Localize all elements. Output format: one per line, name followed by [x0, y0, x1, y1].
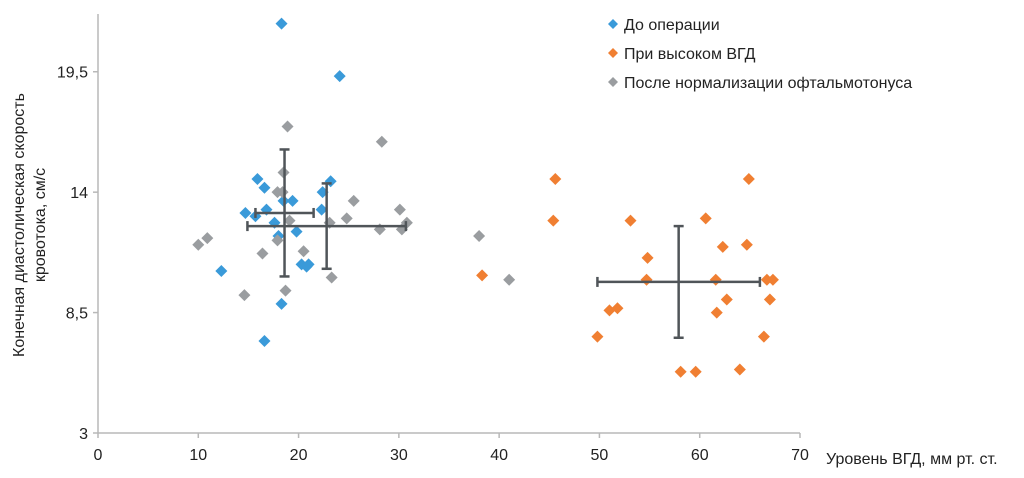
data-point [279, 284, 292, 297]
data-point [640, 273, 653, 286]
data-point [256, 247, 269, 260]
data-point [709, 273, 722, 286]
data-point [275, 297, 288, 310]
data-point [742, 173, 755, 186]
data-point [275, 17, 288, 30]
data-point [760, 273, 773, 286]
data-point [192, 238, 205, 251]
y-tick-label: 14 [70, 185, 88, 202]
error-bar-series-0 [254, 148, 315, 278]
data-point [297, 245, 310, 258]
data-point [591, 330, 604, 343]
x-tick-label: 0 [94, 447, 103, 464]
y-axis-label: Конечная диастолическая скорость кровото… [11, 93, 49, 357]
data-point [611, 302, 624, 315]
data-point [763, 293, 776, 306]
data-point [281, 120, 294, 133]
data-point [766, 273, 779, 286]
data-point [641, 251, 654, 264]
legend-item-2: После нормализации офтальмотонуса [608, 75, 912, 92]
error-bars [246, 148, 762, 340]
data-point [239, 206, 252, 219]
data-point [315, 203, 328, 216]
data-point [251, 173, 264, 186]
data-point [549, 173, 562, 186]
error-bar-series-1 [596, 224, 762, 340]
legend-item-0: До операции [608, 17, 720, 34]
error-bar-series-2 [246, 182, 408, 271]
data-point [476, 269, 489, 282]
x-tick-label: 20 [290, 447, 308, 464]
data-point [286, 194, 299, 207]
data-point [689, 365, 702, 378]
y-tick-label: 8,5 [66, 306, 88, 323]
data-point [271, 234, 284, 247]
legend-marker-icon [608, 48, 618, 58]
data-point [283, 214, 296, 227]
data-point [201, 232, 214, 245]
x-axis-label: Уровень ВГД, мм рт. ст. [826, 451, 998, 468]
data-point [624, 214, 637, 227]
data-point [340, 212, 353, 225]
data-marks [192, 17, 779, 378]
data-point [720, 293, 733, 306]
data-point [347, 194, 360, 207]
data-point [740, 238, 753, 251]
x-tick-label: 60 [691, 447, 709, 464]
data-point [393, 203, 406, 216]
data-point [333, 70, 346, 83]
legend-label: После нормализации офтальмотонуса [624, 75, 912, 92]
y-axis-label-line-2: кровотока, см/с [32, 168, 49, 282]
data-point [375, 135, 388, 148]
data-point [733, 363, 746, 376]
series-1 [476, 173, 779, 378]
y-tick-label: 3 [79, 426, 88, 443]
data-point [258, 335, 271, 348]
legend: До операции При высоком ВГД После нормализ… [608, 17, 912, 92]
data-point [300, 260, 313, 273]
legend-label: При высоком ВГД [624, 46, 756, 63]
data-point [710, 306, 723, 319]
legend-label: До операции [624, 17, 720, 34]
data-point [757, 330, 770, 343]
data-point [290, 225, 303, 238]
data-point [238, 289, 251, 302]
y-tick-label: 19,5 [57, 65, 88, 82]
data-point [473, 229, 486, 242]
data-point [699, 212, 712, 225]
data-point [674, 365, 687, 378]
x-tick-label: 30 [390, 447, 408, 464]
data-point [547, 214, 560, 227]
x-tick-label: 40 [490, 447, 508, 464]
data-point [325, 271, 338, 284]
x-tick-label: 10 [189, 447, 207, 464]
legend-marker-icon [608, 77, 618, 87]
legend-item-1: При высоком ВГД [608, 46, 756, 63]
axes [97, 14, 800, 434]
data-point [716, 240, 729, 253]
x-tick-label: 50 [591, 447, 609, 464]
data-point [503, 273, 516, 286]
data-point [215, 264, 228, 277]
legend-marker-icon [608, 19, 618, 29]
y-axis-label-line-1: Конечная диастолическая скорость [11, 93, 28, 357]
ticks: 0 10 20 30 40 50 60 70 3 8,5 14 19,5 [57, 65, 809, 464]
series-2 [192, 120, 516, 302]
data-point [258, 181, 271, 194]
x-tick-label: 70 [791, 447, 809, 464]
